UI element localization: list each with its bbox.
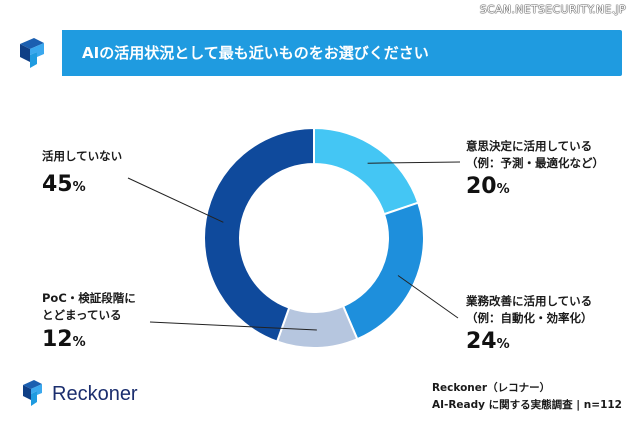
donut-slice-not-used bbox=[203, 126, 315, 343]
slice-label-line: （例：予測・最適化など） bbox=[466, 156, 604, 170]
slice-value-unit: % bbox=[496, 182, 510, 197]
leader-line-not-used bbox=[127, 177, 224, 223]
slice-label-poc: PoC・検証段階に とどまっている bbox=[42, 290, 136, 324]
slice-label-line: PoC・検証段階に bbox=[42, 291, 136, 305]
slice-label-decision: 意思決定に活用している （例：予測・最適化など） bbox=[466, 138, 604, 172]
slice-value-number: 20 bbox=[466, 174, 497, 199]
source-line: AI-Ready に関する実態調査 | n=112 bbox=[431, 399, 622, 411]
survey-source: Reckoner（レコナー） AI-Ready に関する実態調査 | n=112 bbox=[432, 380, 622, 414]
source-line: Reckoner（レコナー） bbox=[431, 382, 551, 394]
slice-value-not-used: 45% bbox=[42, 172, 86, 197]
footer-logo-icon bbox=[23, 380, 42, 406]
leader-line-improvement bbox=[397, 275, 459, 319]
slice-value-number: 12 bbox=[42, 327, 73, 352]
slice-value-number: 45 bbox=[42, 172, 73, 197]
footer-brand-name: Reckoner bbox=[52, 383, 138, 405]
slice-value-unit: % bbox=[72, 180, 86, 195]
slice-label-improvement: 業務改善に活用している （例：自動化・効率化） bbox=[466, 293, 593, 327]
donut-slice-poc bbox=[275, 304, 359, 349]
slice-value-unit: % bbox=[72, 335, 86, 350]
donut-slice-decision bbox=[313, 126, 420, 216]
slice-label-line: （例：自動化・効率化） bbox=[466, 311, 593, 325]
leader-line-poc bbox=[149, 321, 317, 331]
question-header: AIの活用状況として最も近いものをお選びください bbox=[6, 30, 622, 76]
slice-value-improvement: 24% bbox=[466, 329, 510, 354]
question-title: AIの活用状況として最も近いものをお選びください bbox=[82, 44, 429, 62]
slice-label-line: とどまっている bbox=[42, 308, 122, 322]
slice-value-number: 24 bbox=[466, 329, 497, 354]
slice-label-line: 意思決定に活用している bbox=[466, 139, 593, 153]
slice-value-poc: 12% bbox=[42, 327, 86, 352]
reckoner-logo-icon bbox=[20, 38, 44, 68]
slice-label-not-used: 活用していない bbox=[42, 148, 122, 165]
slice-value-unit: % bbox=[496, 337, 510, 352]
donut-slice-improvement bbox=[341, 201, 425, 341]
site-watermark: SCAN.NETSECURITY.NE.JP bbox=[479, 3, 626, 16]
leader-line-decision bbox=[367, 161, 461, 164]
header-logo bbox=[6, 30, 62, 76]
slice-label-line: 活用していない bbox=[42, 149, 123, 163]
slice-value-decision: 20% bbox=[466, 174, 510, 199]
slice-label-line: 業務改善に活用している bbox=[466, 294, 593, 308]
